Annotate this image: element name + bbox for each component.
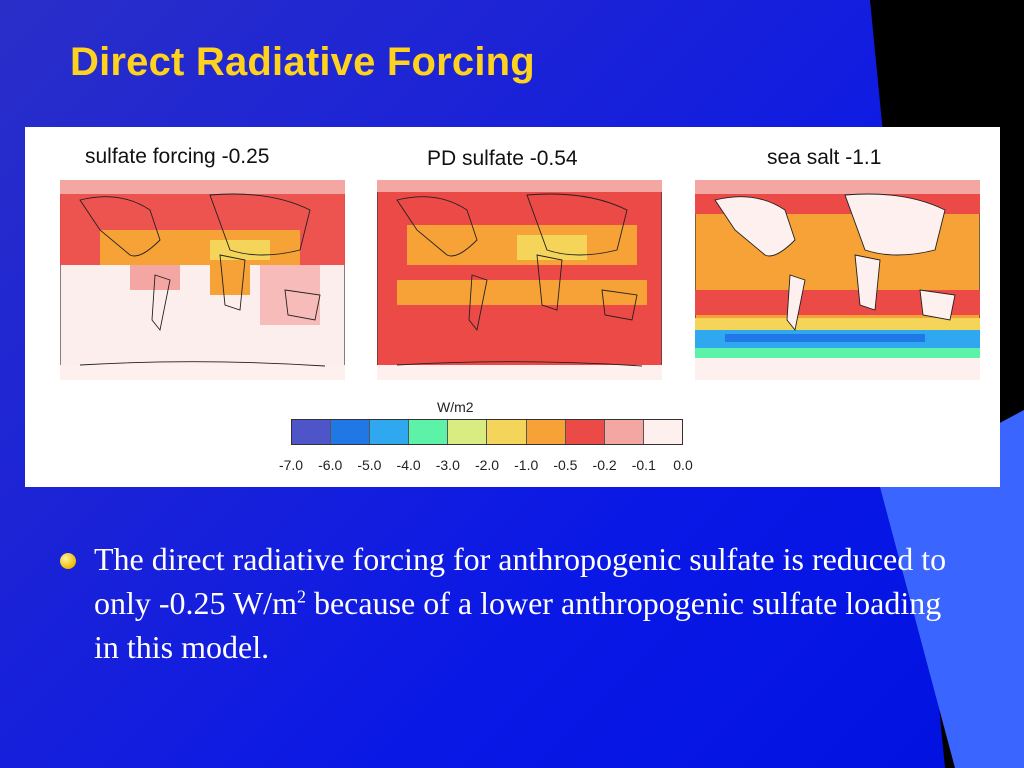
colorbar-tick-label: -5.0 [357, 457, 382, 473]
colorbar-tick-label: -7.0 [278, 457, 304, 473]
colorbar-segment [526, 420, 566, 444]
bullet-dot-icon [60, 553, 76, 569]
colorbar-tick-label: -1.0 [514, 457, 539, 473]
colorbar-tick-label: 0.0 [673, 457, 693, 473]
colorbar [291, 419, 683, 445]
bullet-text-main: The direct radiative forcing for anthrop… [94, 541, 947, 621]
colorbar-tick-label: -4.0 [396, 457, 421, 473]
map-pd-sulfate [377, 180, 662, 380]
bullet-superscript: 2 [296, 586, 306, 607]
map-title-sea-salt: sea salt -1.1 [767, 146, 882, 169]
colorbar-labels: -7.0 -6.0 -5.0 -4.0 -3.0 -2.0 -1.0 -0.5 -0.2 -0.1… [25, 457, 1000, 477]
colorbar-segment [370, 420, 410, 444]
bullet-item: The direct radiative forcing for anthrop… [60, 537, 960, 669]
forcing-figure: sulfate forcing -0.25 PD sulfate -0.54 s… [25, 127, 1000, 487]
bullet-text-end: because of a lower anthropogenic sulfate… [94, 585, 942, 665]
colorbar-tick-label: -6.0 [318, 457, 343, 473]
colorbar-segment [409, 420, 449, 444]
colorbar-tick-label: -2.0 [474, 457, 500, 473]
map-title-pd-sulfate: PD sulfate -0.54 [427, 147, 578, 170]
colorbar-segment [643, 420, 682, 444]
colorbar-tick-label: -0.2 [592, 457, 617, 473]
map-title-sulfate-forcing: sulfate forcing -0.25 [85, 145, 270, 168]
map-sea-salt [695, 180, 980, 380]
colorbar-unit: W/m2 [437, 399, 474, 415]
colorbar-tick-label: -0.5 [553, 457, 578, 473]
colorbar-segment [565, 420, 605, 444]
colorbar-segment [292, 420, 332, 444]
colorbar-segment [331, 420, 371, 444]
colorbar-segment [604, 420, 644, 444]
colorbar-tick-label: -3.0 [435, 457, 460, 473]
bullet-text: The direct radiative forcing for anthrop… [94, 537, 960, 669]
colorbar-tick-label: -0.1 [631, 457, 656, 473]
slide-title: Direct Radiative Forcing [70, 40, 535, 84]
map-sulfate-forcing [60, 180, 345, 380]
colorbar-segment [487, 420, 527, 444]
colorbar-segment [448, 420, 488, 444]
